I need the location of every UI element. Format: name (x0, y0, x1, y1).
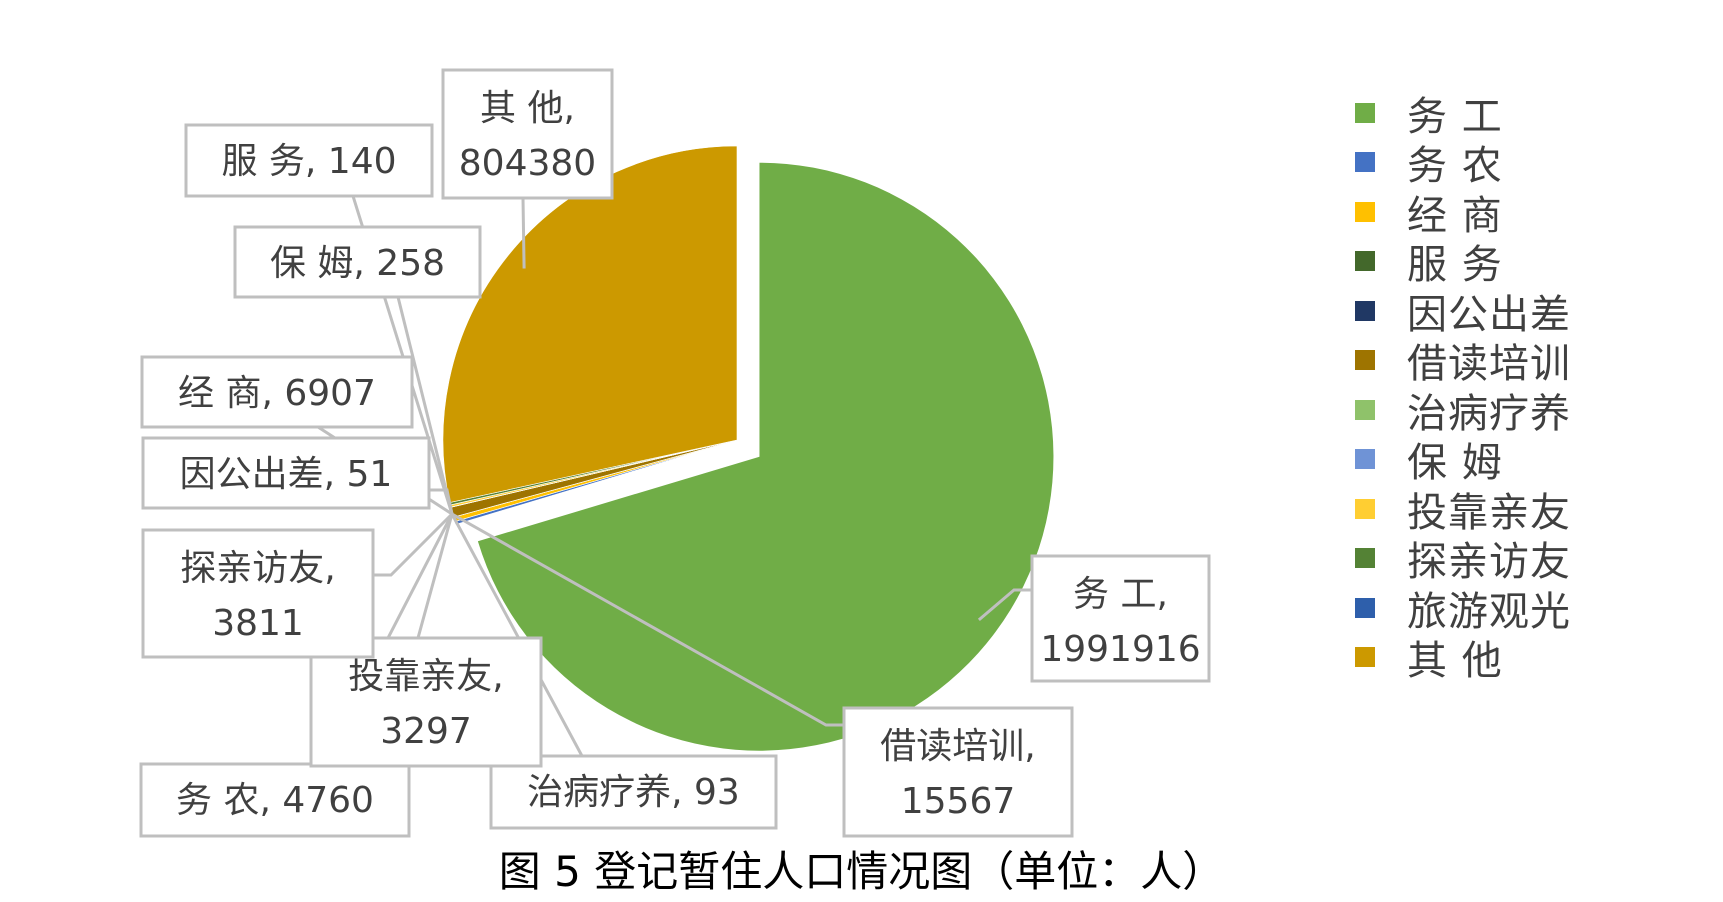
data-label-value: 804380 (459, 143, 596, 184)
legend-item: 投靠亲友 (1355, 484, 1571, 536)
data-label-name: 服 务, 140 (221, 141, 396, 182)
data-label: 其 他, 804380 (441, 68, 614, 200)
legend-label: 因公出差 (1407, 291, 1571, 338)
data-label: 经 商, 6907 (140, 355, 414, 429)
data-label: 保 姆, 258 (233, 225, 482, 299)
leader-line (400, 513, 454, 640)
data-label: 务 工, 1991916 (1030, 554, 1211, 683)
legend-swatch (1355, 647, 1375, 668)
legend-item: 治病疗养 (1355, 385, 1571, 437)
legend-label: 务 工 (1407, 93, 1503, 140)
data-label: 探亲访友, 3811 (141, 528, 375, 659)
data-label: 服 务, 140 (184, 123, 434, 198)
data-label-name: 因公出差, 51 (180, 454, 393, 495)
data-label-name: 投靠亲友, (348, 656, 503, 697)
legend-item: 务 工 (1355, 88, 1571, 140)
data-label-name: 经 商, 6907 (178, 373, 376, 414)
legend-swatch (1355, 350, 1375, 371)
data-label-box (140, 355, 414, 429)
data-label-name: 探亲访友, (180, 548, 335, 589)
legend-swatch (1355, 449, 1375, 470)
legend-item: 服 务 (1355, 237, 1571, 288)
data-label: 务 农, 4760 (139, 762, 411, 838)
data-label-box (139, 762, 411, 838)
legend-item: 保 姆 (1355, 435, 1571, 486)
data-label-name: 务 农, 4760 (176, 780, 374, 821)
data-label-box (489, 754, 778, 830)
legend-label: 治病疗养 (1407, 390, 1571, 437)
legend-item: 务 农 (1355, 138, 1571, 189)
legend-swatch (1355, 548, 1375, 569)
data-label-name: 务 工, (1073, 574, 1168, 615)
data-label-box (141, 436, 431, 510)
legend-swatch (1355, 300, 1375, 321)
data-label: 因公出差, 51 (141, 436, 431, 510)
pie-slices (442, 145, 1054, 751)
data-labels: 务 工, 1991916 务 农, 4760 经 商, 6907 服 务, 140 因公出… (139, 68, 1211, 838)
legend-swatch (1355, 251, 1375, 272)
legend-label: 经 商 (1407, 192, 1503, 239)
pie-slice (477, 162, 1054, 751)
data-label-name: 其 他, (480, 88, 575, 129)
leader-line (373, 512, 454, 577)
chart-legend: 务 工务 农经 商服 务因公出差 借读培训 治病疗养保 姆投靠亲友 探亲访友 旅游观光其… (1355, 88, 1571, 684)
legend-item: 因公出差 (1355, 286, 1571, 338)
data-label: 治病疗养, 93 (489, 754, 778, 830)
legend-item: 其 他 (1355, 633, 1571, 684)
data-label-box (184, 123, 434, 198)
legend-swatch (1355, 399, 1375, 420)
data-label-box (233, 225, 482, 299)
pie-slice (442, 145, 738, 503)
legend-label: 借读培训 (1407, 341, 1571, 388)
legend-item: 探亲访友 (1355, 534, 1571, 585)
data-label-value: 3297 (380, 711, 472, 752)
data-label-name: 借读培训, (880, 726, 1035, 767)
data-label-name: 治病疗养, 93 (527, 772, 740, 813)
legend-swatch (1355, 201, 1375, 222)
legend-swatch (1355, 597, 1375, 618)
legend-label: 服 务 (1407, 242, 1503, 289)
data-label-box (441, 68, 614, 200)
data-label-value: 1991916 (1040, 629, 1200, 670)
data-label-box (309, 636, 543, 768)
legend-item: 借读培训 (1355, 336, 1571, 387)
data-label: 借读培训, 15567 (842, 706, 1074, 838)
legend-label: 探亲访友 (1407, 539, 1571, 586)
data-label: 投靠亲友, 3297 (309, 636, 543, 768)
legend-swatch (1355, 152, 1375, 173)
data-label-box (141, 528, 375, 659)
legend-label: 保 姆 (1407, 440, 1503, 487)
legend-swatch (1355, 498, 1375, 519)
leader-line (977, 588, 1032, 622)
legend-label: 投靠亲友 (1407, 489, 1571, 536)
data-label-name: 保 姆, 258 (270, 243, 445, 284)
data-label-box (1030, 554, 1211, 683)
chart-caption: 图 5 登记暂住人口情况图（单位：人） (498, 847, 1225, 896)
legend-label: 旅游观光 (1407, 588, 1571, 635)
data-label-value: 3811 (212, 603, 304, 644)
legend-item: 旅游观光 (1355, 583, 1571, 635)
legend-item: 经 商 (1355, 187, 1571, 239)
data-label-value: 15567 (901, 781, 1016, 822)
legend-label: 其 他 (1407, 638, 1503, 685)
leader-line (451, 512, 844, 727)
data-label-box (842, 706, 1074, 838)
legend-label: 务 农 (1407, 143, 1503, 190)
legend-swatch (1355, 102, 1375, 123)
